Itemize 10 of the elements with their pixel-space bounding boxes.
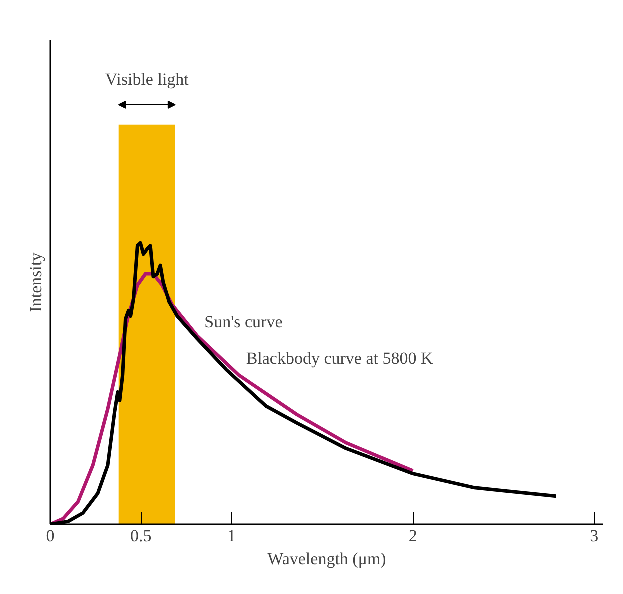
series-label: Sun's curve (204, 312, 283, 332)
x-tick-label: 0.5 (130, 526, 152, 546)
x-axis-title: Wavelength (μm) (268, 550, 386, 568)
y-axis-title: Intensity (26, 252, 46, 312)
x-tick-label: 1 (228, 526, 236, 546)
series-label: Blackbody curve at 5800 K (246, 348, 434, 368)
x-tick-label: 0 (46, 526, 55, 546)
x-tick-label: 2 (408, 526, 418, 546)
x-tick-label: 3 (590, 526, 599, 546)
band-label: Visible light (105, 70, 190, 89)
